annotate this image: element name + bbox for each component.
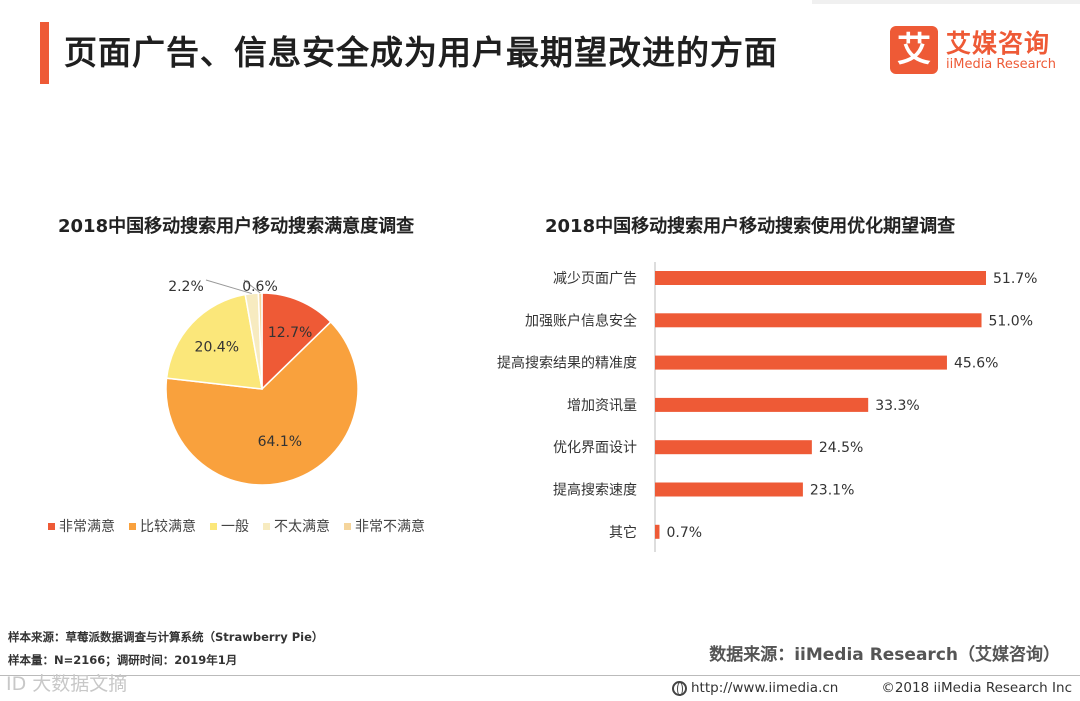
sample-size-note: 样本量：N=2166；调研时间：2019年1月 — [8, 653, 238, 667]
pie-leader-line-4 — [205, 279, 252, 295]
bar-4 — [655, 397, 869, 412]
data-source: 数据来源：iiMedia Research（艾媒咨询） — [709, 645, 1060, 665]
legend-item-1: 非常满意 — [48, 516, 115, 536]
footer-divider — [0, 675, 1080, 676]
bar-chart-title: 2018中国移动搜索用户移动搜索使用优化期望调查 — [545, 216, 956, 237]
globe-icon — [672, 680, 687, 696]
pie-slice-5 — [257, 292, 263, 390]
bar-category-label-5: 优化界面设计 — [553, 440, 637, 456]
page-title: 页面广告、信息安全成为用户最期望改进的方面 — [64, 33, 778, 72]
bar-value-label-1: 51.7% — [993, 271, 1037, 287]
top-decoration-strip — [812, 0, 1080, 4]
legend-swatch-5 — [344, 522, 351, 530]
bar-category-label-3: 提高搜索结果的精准度 — [497, 355, 637, 372]
bar-category-label-7: 其它 — [609, 524, 637, 541]
bar-category-label-4: 增加资讯量 — [567, 398, 637, 414]
legend-swatch-3 — [210, 522, 217, 530]
iimedia-logo: 艾 艾媒咨询 iiMedia Research — [890, 26, 1065, 78]
bar-value-label-3: 45.6% — [954, 356, 998, 372]
legend-item-3: 一般 — [210, 516, 249, 536]
bar-value-label-5: 24.5% — [819, 440, 863, 456]
pie-label-2: 64.1% — [258, 434, 302, 450]
footer-url-text[interactable]: http://www.iimedia.cn — [691, 680, 839, 696]
legend-swatch-1 — [48, 522, 55, 530]
bar-value-label-4: 33.3% — [875, 398, 919, 414]
legend-label-3: 一般 — [221, 519, 249, 535]
pie-label-1: 12.7% — [268, 325, 312, 341]
legend-swatch-2 — [129, 522, 136, 530]
bar-5 — [655, 440, 812, 455]
legend-item-2: 比较满意 — [129, 516, 196, 536]
bar-value-label-7: 0.7% — [666, 525, 702, 541]
pie-legend: 非常满意 比较满意 一般 不太满意 非常不满意 — [48, 516, 425, 536]
logo-mark: 艾 — [890, 26, 938, 74]
bar-value-label-6: 23.1% — [810, 483, 854, 499]
bar-3 — [655, 355, 947, 370]
pie-label-5: 0.6% — [242, 279, 278, 295]
bar-1 — [655, 271, 986, 285]
bar-value-label-2: 51.0% — [989, 313, 1033, 329]
legend-label-1: 非常满意 — [59, 519, 115, 535]
bar-6 — [655, 482, 803, 497]
legend-label-5: 非常不满意 — [355, 519, 425, 535]
pie-chart-title: 2018中国移动搜索用户移动搜索满意度调查 — [58, 216, 415, 237]
footer-copyright: ©2018 iiMedia Research Inc — [881, 680, 1072, 696]
bar-7 — [655, 524, 660, 539]
legend-item-5: 非常不满意 — [344, 516, 425, 536]
logo-english-name: iiMedia Research — [946, 57, 1057, 72]
watermark: ID 大数据文摘 — [6, 673, 128, 695]
bar-category-label-2: 加强账户信息安全 — [525, 312, 637, 329]
logo-chinese-name: 艾媒咨询 — [946, 29, 1051, 58]
pie-slice-2 — [165, 320, 359, 486]
legend-swatch-4 — [263, 522, 270, 530]
pie-label-4: 2.2% — [168, 279, 204, 295]
bar-category-label-1: 减少页面广告 — [553, 271, 637, 287]
title-accent-bar — [40, 22, 49, 84]
sample-source-note: 样本来源：草莓派数据调查与计算系统（Strawberry Pie） — [8, 630, 324, 644]
bar-2 — [655, 313, 982, 328]
pie-slice-1 — [261, 292, 332, 391]
pie-leader-line-5 — [243, 279, 261, 294]
footer-url[interactable]: http://www.iimedia.cn — [672, 680, 838, 696]
legend-item-4: 不太满意 — [263, 516, 330, 536]
legend-label-4: 不太满意 — [274, 519, 330, 535]
legend-label-2: 比较满意 — [140, 519, 196, 535]
pie-label-3: 20.4% — [195, 340, 239, 356]
pie-slice-3 — [165, 293, 263, 390]
bar-category-label-6: 提高搜索速度 — [553, 482, 637, 499]
